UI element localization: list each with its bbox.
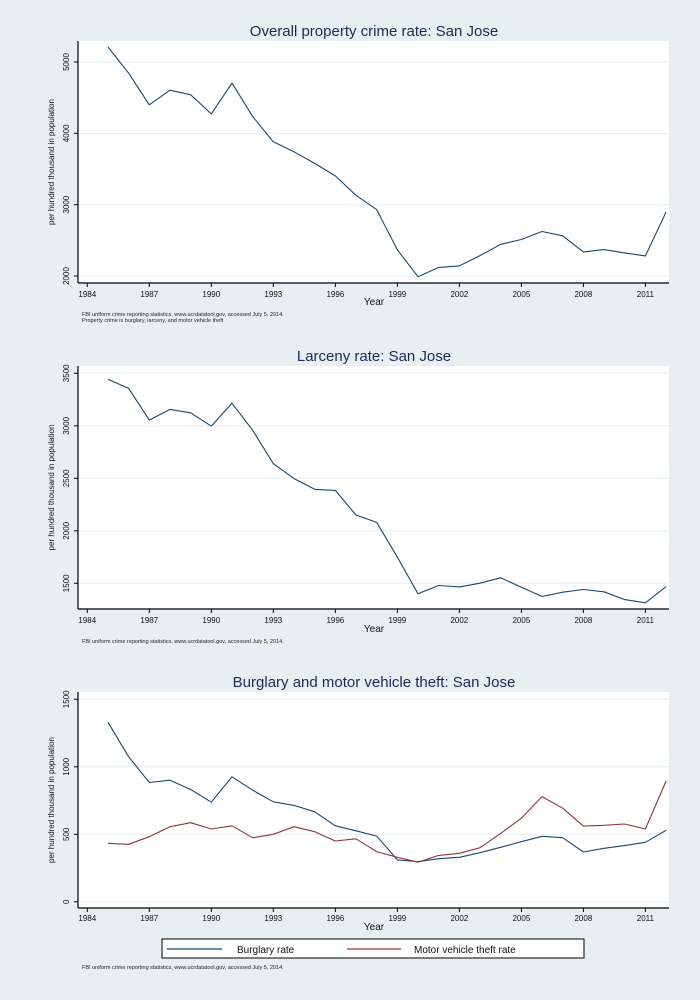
legend-label: Motor vehicle theft rate bbox=[414, 945, 516, 956]
y-tick-label: 1000 bbox=[62, 757, 71, 775]
source-note: FBI uniform crime reporting statistics, … bbox=[82, 965, 284, 971]
x-tick-label: 1987 bbox=[140, 914, 158, 923]
x-tick-label: 1984 bbox=[78, 914, 96, 923]
x-tick-label: 1984 bbox=[78, 616, 96, 625]
chart-1: Overall property crime rate: San Jose 200… bbox=[47, 23, 669, 324]
x-tick-label: 1993 bbox=[264, 290, 282, 299]
plot-area bbox=[78, 366, 669, 609]
y-tick-label: 4000 bbox=[62, 124, 71, 142]
x-tick-label: 2005 bbox=[512, 616, 530, 625]
plot-area bbox=[78, 41, 669, 283]
y-axis-label: per hundred thousand in population bbox=[47, 99, 56, 225]
x-tick-label: 1999 bbox=[388, 290, 406, 299]
x-tick-label: 1999 bbox=[388, 616, 406, 625]
plot-area bbox=[78, 692, 669, 908]
x-tick-label: 1996 bbox=[326, 914, 344, 923]
y-tick-label: 5000 bbox=[62, 53, 71, 71]
x-tick-label: 1990 bbox=[202, 290, 220, 299]
y-tick-label: 3500 bbox=[62, 364, 71, 382]
x-tick-label: 2008 bbox=[574, 290, 592, 299]
source-note: FBI uniform crime reporting statistics, … bbox=[82, 639, 284, 645]
x-tick-label: 1993 bbox=[264, 616, 282, 625]
x-tick-label: 2011 bbox=[637, 616, 655, 625]
x-tick-label: 2002 bbox=[450, 914, 468, 923]
y-tick-label: 2000 bbox=[62, 521, 71, 539]
y-tick-label: 3000 bbox=[62, 195, 71, 213]
source-note: FBI uniform crime reporting statistics, … bbox=[82, 312, 284, 318]
x-tick-label: 2005 bbox=[512, 914, 530, 923]
x-tick-label: 2002 bbox=[450, 616, 468, 625]
x-axis-label: Year bbox=[364, 624, 385, 635]
y-tick-label: 0 bbox=[62, 899, 71, 904]
x-tick-label: 1999 bbox=[388, 914, 406, 923]
x-tick-label: 2008 bbox=[574, 616, 592, 625]
y-tick-label: 2000 bbox=[62, 267, 71, 285]
y-axis-label: per hundred thousand in population bbox=[47, 425, 56, 551]
x-tick-label: 2008 bbox=[574, 914, 592, 923]
series-line-burglary-rate bbox=[107, 722, 667, 863]
legend-label: Burglary rate bbox=[237, 945, 295, 956]
x-axis-label: Year bbox=[364, 922, 385, 933]
series-line-motor-vehicle-theft-rate bbox=[107, 780, 667, 863]
y-tick-label: 2500 bbox=[62, 469, 71, 487]
x-tick-label: 1990 bbox=[202, 914, 220, 923]
chart-3: Burglary and motor vehicle theft: San Jo… bbox=[47, 674, 669, 971]
chart-title: Larceny rate: San Jose bbox=[297, 348, 451, 365]
source-note: Property crime is burglary, larceny, and… bbox=[82, 318, 224, 324]
x-tick-label: 1987 bbox=[140, 616, 158, 625]
x-tick-label: 1984 bbox=[78, 290, 96, 299]
x-tick-label: 1987 bbox=[140, 290, 158, 299]
x-tick-label: 1993 bbox=[264, 914, 282, 923]
series-line-property-crime-rate bbox=[107, 46, 667, 278]
chart-2: Larceny rate: San Jose 1500 2000 2500 3000 35… bbox=[47, 348, 669, 645]
x-tick-label: 2002 bbox=[450, 290, 468, 299]
series-line-larceny-rate bbox=[107, 378, 667, 604]
y-tick-label: 3000 bbox=[62, 416, 71, 434]
x-tick-label: 1996 bbox=[326, 290, 344, 299]
y-tick-label: 500 bbox=[62, 827, 71, 841]
y-tick-label: 1500 bbox=[62, 574, 71, 592]
x-tick-label: 2011 bbox=[637, 914, 655, 923]
chart-title: Burglary and motor vehicle theft: San Jo… bbox=[233, 674, 516, 691]
x-tick-label: 2011 bbox=[637, 290, 655, 299]
y-axis-label: per hundred thousand in population bbox=[47, 737, 56, 863]
y-tick-label: 1500 bbox=[62, 690, 71, 708]
legend: Burglary rate Motor vehicle theft rate bbox=[161, 938, 585, 959]
x-tick-label: 2005 bbox=[512, 290, 530, 299]
chart-title: Overall property crime rate: San Jose bbox=[250, 23, 498, 40]
x-tick-label: 1996 bbox=[326, 616, 344, 625]
x-tick-label: 1990 bbox=[202, 616, 220, 625]
x-axis-label: Year bbox=[364, 297, 385, 308]
